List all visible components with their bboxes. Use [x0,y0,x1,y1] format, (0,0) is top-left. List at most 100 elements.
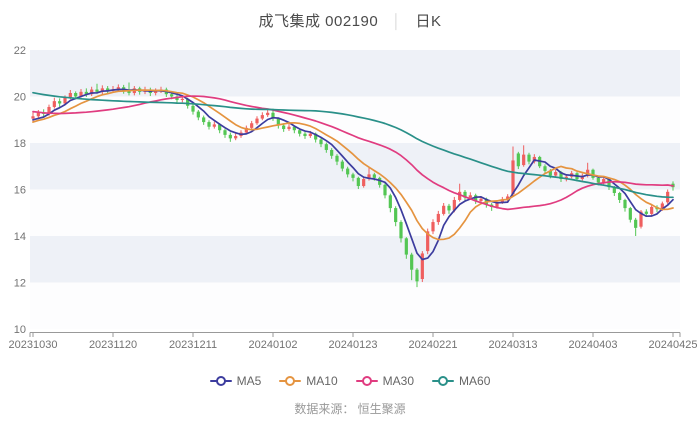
candle-down [127,90,131,94]
candle-up [554,172,558,176]
candle-up [266,112,270,116]
x-axis-label: 20240102 [249,339,298,351]
candle-down [378,177,382,185]
legend-label: MA5 [236,374,262,388]
ma30-marker [355,376,378,386]
candle-up [426,231,430,252]
candle-up [442,205,446,214]
candle-down [388,195,392,209]
candle-down [618,192,622,200]
candle-up [260,115,264,119]
candle-down [228,134,232,139]
legend-item-ma30[interactable]: MA30 [355,374,415,388]
candle-down [319,139,323,145]
candle-down [170,94,174,97]
y-axis-label: 20 [14,92,26,104]
candle-up [431,222,435,232]
candle-up [650,206,654,214]
ma10-marker [279,376,302,386]
candle-up [68,93,72,98]
page-title: 成飞集成 002190 │ 日K [0,10,700,31]
ma60-marker [432,376,455,386]
candle-up [362,179,366,187]
x-axis-label: 20240425 [649,339,698,351]
candle-down [186,98,190,106]
legend-label: MA60 [459,374,491,388]
candle-down [559,172,563,180]
candle-up [234,136,238,139]
candle-down [463,191,467,198]
candle-down [196,111,200,118]
candle-down [84,91,88,95]
data-source: 数据来源： 恒生聚源 [0,400,700,417]
candle-down [474,195,478,202]
candle-down [447,205,451,211]
candle-down [527,154,531,162]
candle-up [458,191,462,200]
candle-down [628,208,632,220]
candle-up [36,112,40,117]
candle-up [522,154,526,166]
candle-down [607,179,611,188]
legend-item-ma60[interactable]: MA60 [432,374,490,388]
candle-down [298,130,302,134]
stock-title: 成飞集成 002190 [258,13,379,30]
candle-down [340,161,344,169]
candle-up [180,98,184,100]
candle-down [623,199,627,209]
candle-down [191,105,195,112]
candle-down [410,254,414,270]
legend-item-ma10[interactable]: MA10 [279,374,338,388]
y-axis-label: 14 [14,231,26,243]
candle-down [644,211,648,214]
candle-up [47,106,51,114]
legend-label: MA10 [306,374,338,388]
candle-up [586,169,590,176]
candle-down [58,101,62,104]
candle-down [356,177,360,187]
legend-label: MA30 [382,374,415,388]
candle-down [415,269,419,282]
candle-up [511,160,515,195]
plot-band [30,189,680,236]
x-axis-label: 20231120 [89,339,137,351]
x-axis-label: 20240123 [329,339,378,351]
candle-down [324,144,328,150]
candle-up [287,126,291,130]
title-separator: │ [392,13,402,29]
candle-down [516,153,520,167]
candle-up [602,179,606,183]
candle-down [74,93,78,97]
x-axis-label: 20240313 [489,339,538,351]
candle-down [612,187,616,193]
candle-up [468,195,472,198]
candle-down [106,88,110,91]
x-axis-label: 20240221 [409,339,458,351]
candle-up [244,127,248,133]
candle-up [367,174,371,180]
kline-chart[interactable]: 20231030 20231120 20231211 20240102 20240123… [0,0,700,360]
candle-up [255,118,259,124]
candle-down [276,118,280,126]
candle-up [31,116,35,119]
plot-band [30,143,680,190]
candle-up [116,87,120,90]
candle-down [202,117,206,123]
candle-up [639,211,643,227]
x-axis-label: 20231211 [169,339,217,351]
ma5-marker [209,376,232,386]
candle-up [212,124,216,127]
candle-down [282,125,286,130]
period-label: 日K [415,13,442,30]
candle-up [500,199,504,203]
candle-up [250,123,254,128]
candle-up [506,196,510,200]
candle-up [452,199,456,211]
candle-up [436,213,440,223]
legend-item-ma5[interactable]: MA5 [209,374,262,388]
candle-down [218,124,222,131]
candle-up [154,90,158,94]
candle-down [372,174,376,178]
y-axis-label: 10 [14,324,26,336]
